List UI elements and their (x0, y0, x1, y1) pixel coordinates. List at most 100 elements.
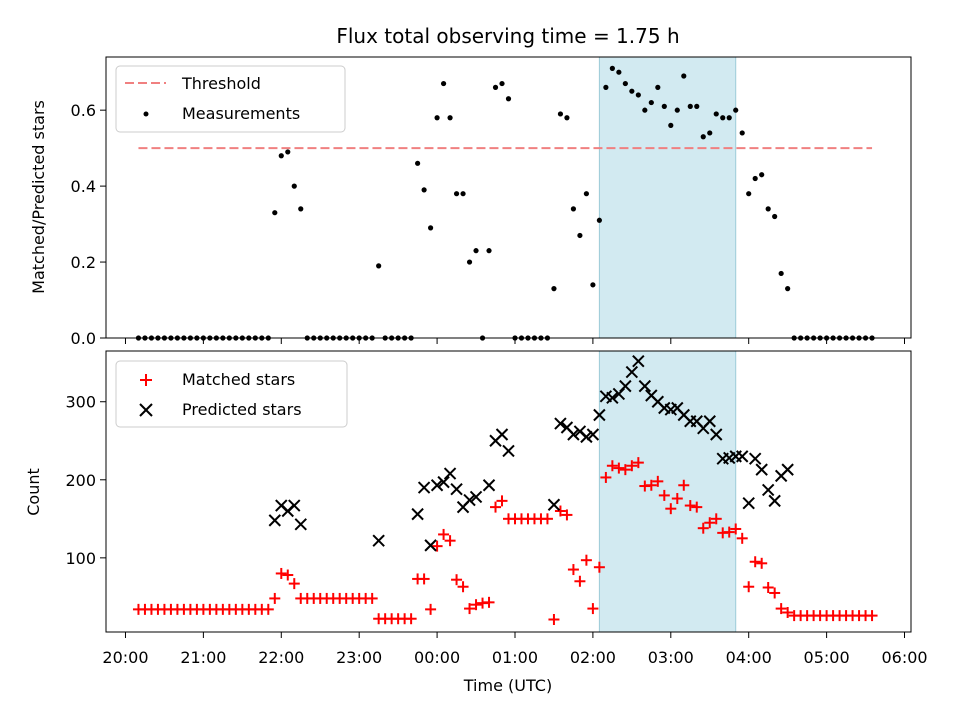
measurement-point (746, 191, 752, 197)
measurement-point (466, 259, 473, 265)
predicted-star-point (632, 354, 645, 368)
predicted-star-point (567, 428, 580, 441)
matched-star-point (366, 592, 378, 604)
x-tick-label: 02:00 (570, 648, 616, 667)
matched-star-point (691, 501, 703, 513)
matched-star-point (567, 564, 579, 576)
measurement-point (778, 270, 784, 277)
measurement-point (726, 115, 732, 121)
predicted-star-point (625, 365, 639, 379)
legend-measurements-label: Measurements (182, 104, 300, 123)
measurement-point (616, 69, 622, 75)
matched-star-point (580, 554, 592, 566)
bottom-legend-box (115, 360, 348, 428)
matched-star-point (431, 540, 443, 552)
measurement-point (707, 130, 713, 136)
measurement-point (733, 107, 739, 113)
matched-star-point (710, 513, 722, 525)
predicted-star-point (450, 482, 463, 496)
matched-star-point (438, 528, 450, 540)
measurement-point (661, 103, 667, 109)
matched-star-point (470, 599, 482, 611)
x-tick-label: 00:00 (414, 648, 460, 667)
predicted-star-point (755, 463, 768, 476)
matched-star-point (645, 479, 657, 491)
measurement-point (713, 111, 719, 117)
predicted-star-point (742, 497, 755, 510)
matched-star-point (626, 460, 638, 472)
measurement-point (629, 88, 635, 94)
predicted-star-point (761, 483, 775, 497)
bottom-x-ticks: 20:00 21:00 22:00 23:00 00:00 01:00 02:00 03:00… (102, 632, 928, 667)
measurement-point (278, 153, 284, 159)
measurement-point (642, 107, 648, 113)
matched-star-point (275, 567, 287, 579)
matched-star-point (671, 493, 683, 505)
matched-star-point (743, 581, 755, 593)
measurement-point (499, 80, 505, 87)
matched-star-point (600, 471, 612, 483)
predicted-star-point (781, 463, 794, 476)
measurement-point (590, 282, 596, 288)
matched-star-point (697, 522, 709, 534)
top-x-ticks (124, 338, 906, 344)
matched-star-point (574, 575, 586, 587)
matched-star-point (769, 587, 781, 599)
measurement-point (376, 263, 382, 269)
measurement-point (668, 122, 674, 128)
measurement-point (285, 149, 291, 155)
matched-star-point (749, 556, 761, 568)
x-tick-label: 21:00 (180, 648, 226, 667)
measurement-point (505, 96, 512, 102)
predicted-star-point (710, 428, 723, 441)
measurement-point (739, 130, 745, 136)
x-tick-label: 01:00 (492, 648, 538, 667)
measurement-point (551, 286, 557, 292)
measurement-point (681, 73, 687, 79)
measurement-point (603, 84, 609, 90)
measurement-point (772, 213, 778, 220)
matched-star-point (619, 464, 631, 476)
matched-star-point (405, 613, 417, 625)
top-panel: 0.0 0.2 0.4 0.6 Matched/Predicted stars Thr… (29, 56, 912, 348)
predicted-star-point (437, 475, 450, 489)
matched-star-point (782, 606, 794, 618)
matched-star-point (496, 495, 508, 507)
matched-star-point (606, 460, 618, 472)
y-tick-label: 300 (65, 393, 96, 412)
matched-star-point (282, 569, 294, 581)
matched-star-point (425, 603, 437, 615)
top-highlight-span (598, 56, 737, 339)
matched-star-point (866, 610, 878, 622)
matched-star-point (736, 532, 748, 544)
measurement-point (622, 80, 628, 87)
predicted-star-point (748, 452, 762, 465)
measurement-point (291, 183, 297, 189)
x-tick-label: 03:00 (648, 648, 694, 667)
predicted-star-point (593, 408, 606, 422)
measurement-point (564, 115, 570, 121)
matched-star-point (587, 603, 599, 615)
measurement-point (272, 210, 278, 216)
matched-star-point (658, 489, 670, 501)
bottom-legend: Matched stars Predicted stars (115, 360, 348, 428)
matched-star-point (418, 573, 430, 585)
matched-star-point (723, 526, 735, 538)
measurement-point (453, 191, 460, 197)
x-tick-label: 05:00 (804, 648, 850, 667)
matched-star-point (613, 462, 625, 474)
matched-star-point (541, 513, 553, 525)
measurement-point (720, 115, 726, 121)
x-tick-label: 04:00 (726, 648, 772, 667)
predicted-star-point (586, 428, 600, 441)
measurement-point (674, 107, 680, 113)
measurement-point (700, 134, 706, 140)
predicted-star-point (424, 539, 437, 552)
matched-star-point (652, 475, 664, 487)
predicted-star-point (580, 430, 593, 444)
legend-measurements-swatch (143, 111, 149, 117)
measurement-point (765, 206, 771, 212)
matched-star-point (762, 582, 774, 594)
matched-star-point (730, 523, 742, 535)
